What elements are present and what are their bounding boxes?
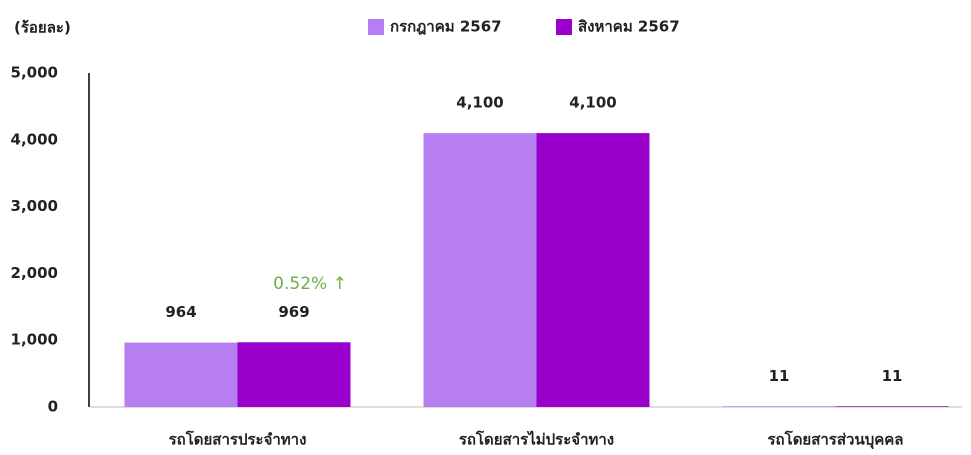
y-tick-label: 4,000 <box>11 130 58 148</box>
bar <box>124 342 238 407</box>
legend-label: สิงหาคม 2567 <box>578 18 680 36</box>
bar <box>722 406 836 407</box>
value-label: 4,100 <box>456 94 503 112</box>
value-label: 11 <box>882 367 903 385</box>
x-tick-label: รถโดยสารประจำทาง <box>169 430 307 449</box>
bar <box>835 406 949 407</box>
annotation: 0.52% ↑ <box>273 274 347 294</box>
y-tick-label: 5,000 <box>11 64 58 82</box>
y-tick-label: 3,000 <box>11 197 58 215</box>
bar <box>423 133 537 407</box>
x-tick-label: รถโดยสารส่วนบุคคล <box>768 430 904 450</box>
value-label: 11 <box>769 367 790 385</box>
value-label: 964 <box>165 303 196 321</box>
x-tick-label: รถโดยสารไม่ประจำทาง <box>459 430 614 449</box>
legend-swatch <box>556 19 572 35</box>
legend-swatch <box>368 19 384 35</box>
value-label: 4,100 <box>569 94 616 112</box>
y-axis-label: (ร้อยละ) <box>14 19 71 37</box>
legend-label: กรกฎาคม 2567 <box>390 18 502 36</box>
y-tick-label: 0 <box>48 398 58 416</box>
bar <box>536 133 650 407</box>
y-tick-label: 1,000 <box>11 331 58 349</box>
value-label: 969 <box>278 303 309 321</box>
y-tick-label: 2,000 <box>11 264 58 282</box>
bar <box>237 342 351 407</box>
